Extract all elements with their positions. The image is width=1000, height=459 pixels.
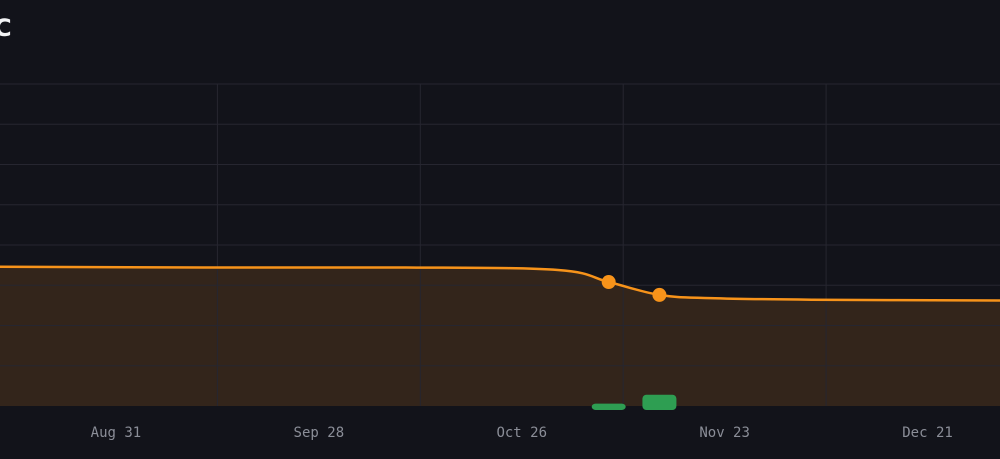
data-point-marker[interactable] [601, 275, 616, 290]
volume-bar[interactable] [642, 394, 677, 410]
series-line[interactable] [0, 265, 1000, 302]
x-tick-label: Oct 26 [496, 425, 547, 441]
x-tick-label: Nov 23 [699, 425, 750, 441]
x-tick-label: Aug 31 [91, 425, 142, 441]
volume-bar[interactable] [591, 403, 626, 410]
chart-title: C [0, 14, 12, 42]
data-point-marker[interactable] [652, 287, 667, 302]
x-tick-label: Sep 28 [294, 425, 345, 441]
series-area [0, 266, 1000, 406]
x-tick-label: Dec 21 [902, 425, 953, 441]
